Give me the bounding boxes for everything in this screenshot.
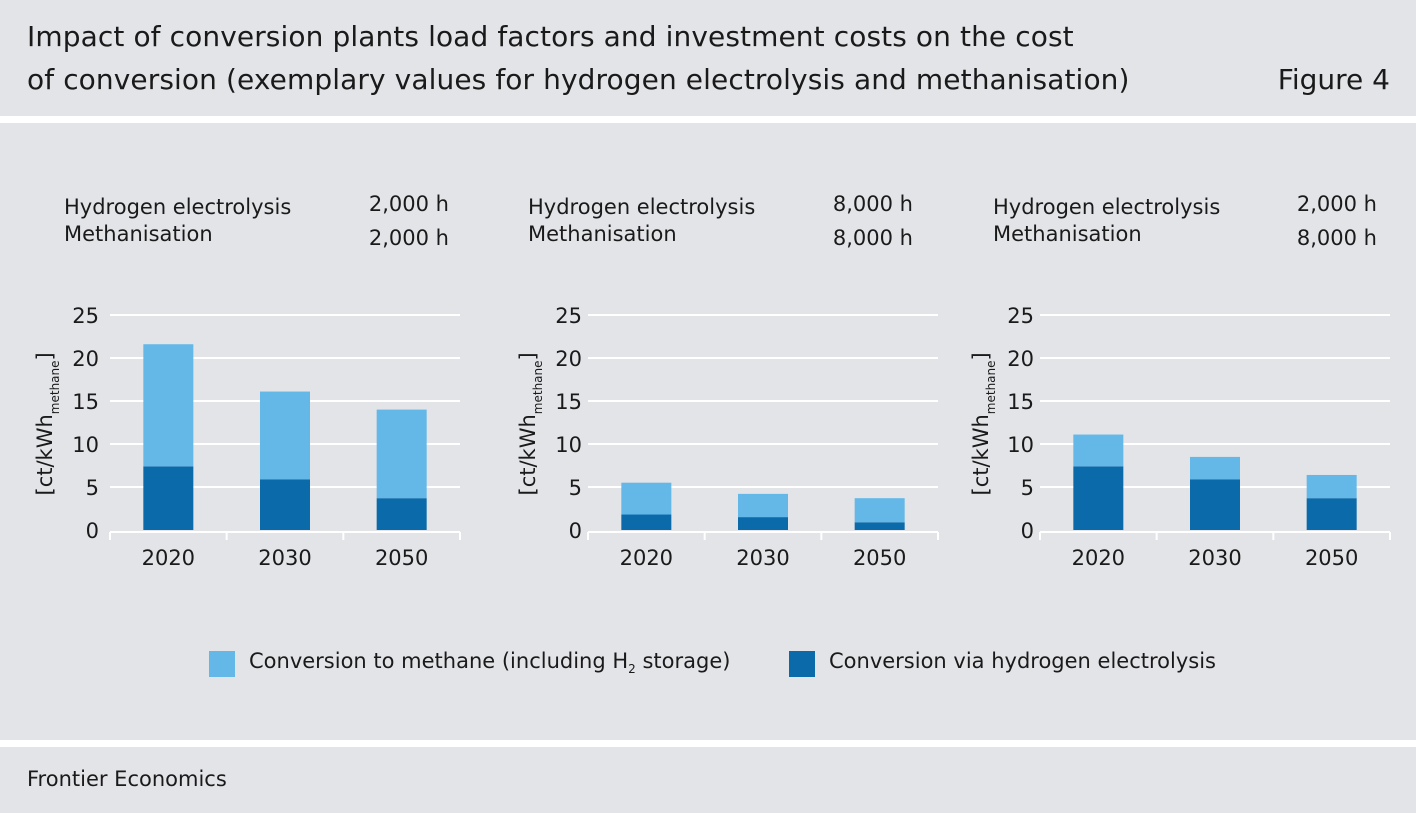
panel-1-row2-label: Methanisation <box>64 222 213 246</box>
chart-title-line-2: of conversion (exemplary values for hydr… <box>27 63 1130 96</box>
panel-2-info: Hydrogen electrolysis 8,000 h Methanisat… <box>528 192 913 255</box>
source-label: Frontier Economics <box>27 767 227 791</box>
panel-2-row2-value: 8,000 h <box>832 226 913 250</box>
chart-area <box>0 123 1416 740</box>
x-tick-label: 2050 <box>853 546 906 570</box>
x-tick-label: 2030 <box>1188 546 1241 570</box>
x-tick-label: 2020 <box>620 546 673 570</box>
bar-electrolysis-2050 <box>1306 498 1357 530</box>
chart-panel-3: 0 5 10 15 20 25 2020 2030 2050 [ct/kWhmethane] <box>969 304 1391 570</box>
bar-methane-2020 <box>143 344 194 467</box>
y-tick-label: 10 <box>72 433 99 457</box>
y-tick-label: 5 <box>86 476 99 500</box>
bar-electrolysis-2050 <box>376 498 427 530</box>
panel-2-row1-label: Hydrogen electrolysis <box>528 195 756 219</box>
panel-3-row2-label: Methanisation <box>993 222 1142 246</box>
legend-label-electrolysis: Conversion via hydrogen electrolysis <box>829 649 1216 673</box>
bar-methane-2030 <box>738 493 788 518</box>
panel-2-row2-label: Methanisation <box>528 222 677 246</box>
bar-methane-2050 <box>854 498 905 523</box>
panel-1-row2-value: 2,000 h <box>368 226 449 250</box>
y-tick-label: 0 <box>86 519 99 543</box>
header: Impact of conversion plants load factors… <box>0 0 1416 116</box>
figure-label: Figure 4 <box>1277 63 1390 96</box>
legend-swatch-methane <box>209 651 235 677</box>
y-tick-label: 20 <box>555 347 582 371</box>
y-tick-label: 20 <box>1007 347 1034 371</box>
panel-1-row1-value: 2,000 h <box>368 192 449 216</box>
y-tick-label: 5 <box>1021 476 1034 500</box>
chart-title-line-1: Impact of conversion plants load factors… <box>27 20 1074 53</box>
x-tick-label: 2020 <box>1072 546 1125 570</box>
bar-electrolysis-2020 <box>1073 466 1124 530</box>
bar-electrolysis-2020 <box>143 466 194 530</box>
y-tick-label: 25 <box>1007 304 1034 328</box>
panel-3-info: Hydrogen electrolysis 2,000 h Methanisat… <box>993 192 1377 255</box>
legend-swatch-electrolysis <box>789 651 815 677</box>
y-axis-label: [ct/kWhmethane] <box>516 352 545 495</box>
panel-1-info: Hydrogen electrolysis 2,000 h Methanisat… <box>64 192 449 255</box>
bar-methane-2050 <box>1306 474 1357 499</box>
bar-methane-2020 <box>1073 434 1124 467</box>
y-tick-label: 10 <box>1007 433 1034 457</box>
panel-3-row1-value: 2,000 h <box>1296 192 1377 216</box>
bar-electrolysis-2020 <box>621 514 672 530</box>
y-tick-label: 15 <box>72 390 99 414</box>
y-tick-label: 0 <box>569 519 582 543</box>
y-tick-label: 10 <box>555 433 582 457</box>
bar-electrolysis-2030 <box>738 517 788 530</box>
bar-electrolysis-2030 <box>1190 479 1240 530</box>
panel-2-row1-value: 8,000 h <box>832 192 913 216</box>
x-tick-label: 2020 <box>142 546 195 570</box>
x-tick-label: 2050 <box>1305 546 1358 570</box>
panel-3-row1-label: Hydrogen electrolysis <box>993 195 1221 219</box>
bar-methane-2020 <box>621 482 672 515</box>
y-tick-label: 0 <box>1021 519 1034 543</box>
y-tick-label: 15 <box>555 390 582 414</box>
y-axis-label: [ct/kWhmethane] <box>33 352 62 495</box>
chart-panel-1: 0 5 10 15 20 25 2020 2030 2050 [ct/kWhmethane] <box>33 304 461 570</box>
chart-panel-2: 0 5 10 15 20 25 2020 2030 2050 [ct/kWhmethane] <box>516 304 939 570</box>
bar-electrolysis-2030 <box>260 479 310 530</box>
y-tick-label: 25 <box>72 304 99 328</box>
x-tick-label: 2030 <box>736 546 789 570</box>
x-tick-label: 2050 <box>375 546 428 570</box>
footer: Frontier Economics <box>0 747 1416 813</box>
y-tick-label: 5 <box>569 476 582 500</box>
y-axis-label: [ct/kWhmethane] <box>969 352 998 495</box>
y-tick-label: 20 <box>72 347 99 371</box>
y-tick-label: 15 <box>1007 390 1034 414</box>
bar-methane-2030 <box>1190 456 1240 480</box>
panel-1-row1-label: Hydrogen electrolysis <box>64 195 292 219</box>
panel-3-row2-value: 8,000 h <box>1296 226 1377 250</box>
y-tick-label: 25 <box>555 304 582 328</box>
bar-methane-2030 <box>260 391 310 480</box>
bar-methane-2050 <box>376 409 427 499</box>
x-tick-label: 2030 <box>258 546 311 570</box>
legend-label-methane: Conversion to methane (including H2 stor… <box>249 649 731 676</box>
bar-electrolysis-2050 <box>854 522 905 530</box>
